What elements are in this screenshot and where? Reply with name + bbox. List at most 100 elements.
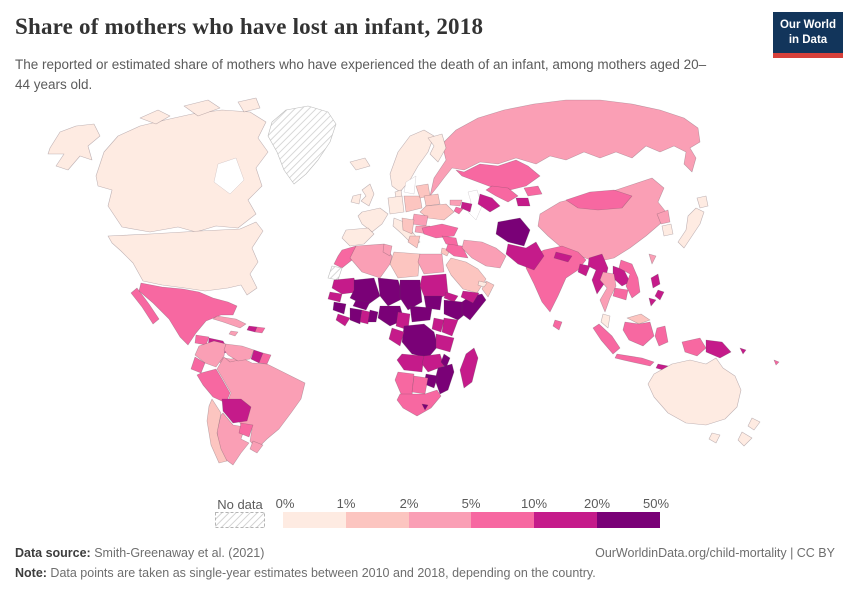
- country-mexico[interactable]: [130, 282, 238, 346]
- country-guinea[interactable]: [332, 301, 347, 315]
- country-new-zealand[interactable]: [737, 417, 761, 447]
- country-japan[interactable]: [677, 195, 709, 249]
- country-sierra-leone-liberia[interactable]: [335, 313, 351, 327]
- country-indonesia-java[interactable]: [614, 353, 655, 367]
- country-greenland[interactable]: [267, 105, 337, 185]
- country-solomon-islands[interactable]: [739, 347, 747, 355]
- country-germany[interactable]: [387, 195, 405, 215]
- country-cuba[interactable]: [212, 315, 247, 329]
- country-south-sudan[interactable]: [423, 295, 443, 311]
- country-tanzania[interactable]: [435, 333, 455, 353]
- country-armenia[interactable]: [453, 206, 464, 215]
- country-south-africa[interactable]: [396, 389, 442, 417]
- country-russia[interactable]: [429, 99, 701, 197]
- country-suriname[interactable]: [258, 352, 272, 365]
- country-congo-gabon[interactable]: [388, 327, 405, 347]
- country-scandinavia[interactable]: [389, 129, 435, 193]
- country-indonesia-kalimantan[interactable]: [622, 321, 655, 347]
- country-papua-new-guinea[interactable]: [705, 339, 732, 359]
- country-dominican-republic[interactable]: [254, 326, 266, 334]
- country-myanmar[interactable]: [587, 253, 609, 295]
- country-ivory-coast[interactable]: [349, 307, 363, 325]
- country-india[interactable]: [525, 245, 587, 313]
- legend-bin-5-10[interactable]: [471, 512, 535, 528]
- country-chad[interactable]: [399, 279, 423, 311]
- country-uzbekistan[interactable]: [485, 185, 519, 203]
- country-iceland[interactable]: [349, 157, 371, 171]
- country-malaysia[interactable]: [600, 313, 611, 329]
- country-ghana[interactable]: [359, 309, 371, 325]
- country-zambia[interactable]: [421, 353, 445, 373]
- country-canada[interactable]: [95, 109, 269, 233]
- country-thailand[interactable]: [599, 271, 617, 313]
- country-indonesia-west-papua[interactable]: [681, 337, 707, 357]
- country-usa[interactable]: [107, 221, 264, 296]
- country-tunisia[interactable]: [382, 243, 393, 257]
- country-uruguay[interactable]: [249, 440, 264, 454]
- country-western-sahara[interactable]: [327, 265, 343, 281]
- country-jamaica[interactable]: [228, 330, 239, 337]
- country-brazil[interactable]: [216, 356, 306, 450]
- country-kazakhstan[interactable]: [455, 159, 541, 191]
- owid-link[interactable]: OurWorldinData.org/child-mortality | CC …: [595, 546, 835, 560]
- country-iran[interactable]: [461, 239, 507, 269]
- country-mozambique[interactable]: [434, 363, 455, 395]
- country-libya[interactable]: [389, 251, 421, 279]
- country-afghanistan[interactable]: [495, 217, 531, 247]
- country-ukraine[interactable]: [419, 203, 455, 221]
- legend-bin-20-50[interactable]: [597, 512, 660, 528]
- country-saudi-arabia[interactable]: [445, 257, 487, 294]
- country-arctic-islands[interactable]: [237, 97, 261, 113]
- country-togo-benin[interactable]: [367, 309, 379, 323]
- country-madagascar[interactable]: [459, 347, 479, 389]
- country-nepal[interactable]: [553, 251, 573, 263]
- country-colombia[interactable]: [194, 340, 227, 368]
- country-egypt[interactable]: [417, 253, 445, 275]
- country-kenya[interactable]: [441, 317, 459, 337]
- country-botswana[interactable]: [411, 375, 429, 395]
- country-turkey[interactable]: [421, 223, 459, 239]
- country-france[interactable]: [357, 207, 389, 233]
- country-vietnam[interactable]: [618, 259, 641, 299]
- country-fiji[interactable]: [773, 359, 780, 366]
- legend-bin-2-5[interactable]: [408, 512, 472, 528]
- country-angola[interactable]: [396, 353, 425, 373]
- legend-bin-10-20[interactable]: [534, 512, 598, 528]
- country-tasmania[interactable]: [708, 432, 721, 444]
- country-arctic-islands[interactable]: [139, 109, 171, 125]
- country-balkans[interactable]: [401, 217, 415, 235]
- country-niger[interactable]: [377, 277, 405, 307]
- country-uk[interactable]: [360, 183, 375, 207]
- country-bangladesh[interactable]: [577, 263, 591, 277]
- country-kyrgyzstan[interactable]: [523, 185, 543, 197]
- country-pakistan[interactable]: [505, 241, 545, 271]
- owid-logo[interactable]: Our World in Data: [773, 12, 843, 58]
- country-lesotho[interactable]: [421, 403, 429, 411]
- country-tajikistan[interactable]: [515, 197, 531, 207]
- country-turkmenistan[interactable]: [477, 193, 501, 213]
- country-taiwan[interactable]: [648, 253, 657, 265]
- country-yemen[interactable]: [460, 290, 480, 304]
- country-poland[interactable]: [403, 195, 423, 213]
- country-burkina-faso[interactable]: [352, 299, 371, 311]
- country-south-korea[interactable]: [661, 223, 674, 237]
- country-spain[interactable]: [341, 227, 375, 247]
- country-cambodia[interactable]: [612, 287, 629, 301]
- country-georgia[interactable]: [449, 199, 463, 207]
- country-indonesia-sulawesi[interactable]: [654, 325, 669, 347]
- country-malaysia-borneo[interactable]: [626, 313, 651, 325]
- country-greece[interactable]: [407, 235, 421, 249]
- country-senegal[interactable]: [327, 291, 343, 303]
- country-arctic-islands[interactable]: [183, 99, 221, 117]
- legend-bin-1-2[interactable]: [345, 512, 409, 528]
- country-sri-lanka[interactable]: [552, 319, 563, 331]
- country-chile[interactable]: [206, 398, 228, 464]
- country-mongolia[interactable]: [565, 189, 633, 211]
- country-venezuela[interactable]: [223, 343, 255, 362]
- country-mauritania[interactable]: [331, 277, 359, 295]
- country-belarus[interactable]: [423, 193, 441, 207]
- country-romania[interactable]: [411, 213, 429, 227]
- country-philippines[interactable]: [648, 273, 665, 307]
- country-bolivia[interactable]: [221, 398, 252, 424]
- country-finland[interactable]: [427, 133, 447, 163]
